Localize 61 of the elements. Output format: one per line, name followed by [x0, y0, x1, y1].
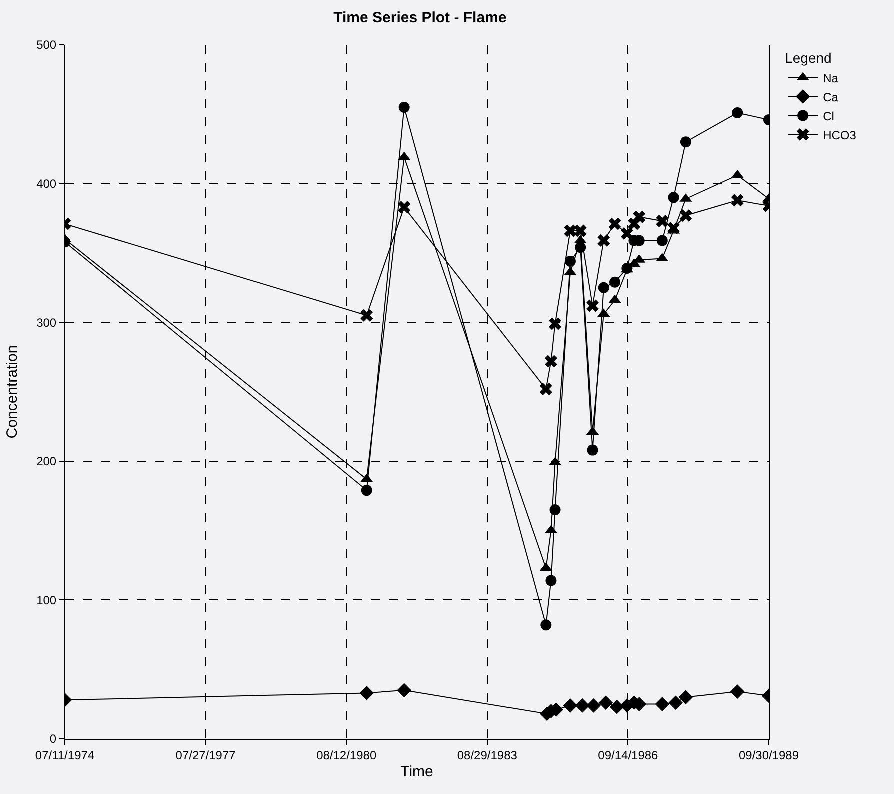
point: [610, 700, 624, 714]
x-tick-label: 08/12/1980: [316, 748, 377, 762]
point: [361, 485, 372, 496]
point: [598, 234, 610, 247]
point: [398, 102, 410, 113]
point: [550, 504, 561, 516]
point: [564, 224, 577, 238]
point: [360, 309, 374, 322]
point: [730, 684, 745, 699]
point: [574, 224, 587, 238]
point: [360, 686, 374, 700]
point: [587, 444, 598, 456]
x-tick-label: 07/11/1974: [35, 748, 95, 762]
point: [549, 318, 562, 330]
point: [398, 201, 411, 214]
point: [732, 108, 744, 119]
point: [620, 228, 634, 240]
point: [546, 575, 557, 586]
point: [540, 383, 552, 396]
point: [680, 210, 692, 222]
legend-label: HCO3: [823, 128, 857, 142]
point: [598, 696, 614, 710]
point: [598, 282, 610, 294]
point: [586, 698, 601, 713]
point: [656, 235, 668, 246]
y-tick-label: 0: [50, 732, 57, 746]
point: [575, 242, 586, 254]
chart-title: Time Series Plot - Flame: [334, 9, 507, 26]
point: [656, 215, 669, 228]
x-tick-label: 09/14/1986: [598, 748, 659, 762]
point: [668, 192, 680, 204]
point: [608, 218, 622, 230]
legend-title: Legend: [785, 50, 832, 66]
y-tick-label: 200: [36, 454, 57, 469]
point: [575, 698, 590, 713]
point: [668, 696, 683, 710]
point: [563, 698, 578, 713]
legend-label: Ca: [823, 90, 839, 104]
x-tick-label: 08/29/1983: [457, 748, 518, 762]
point: [586, 300, 599, 312]
point: [397, 683, 412, 698]
point: [610, 276, 621, 288]
x-tick-label: 07/27/1977: [176, 748, 236, 762]
point: [633, 210, 646, 224]
x-axis-title: Time: [400, 763, 434, 780]
y-tick-label: 300: [36, 316, 57, 330]
point: [655, 697, 670, 712]
point: [680, 136, 692, 148]
y-axis-title: Concentration: [4, 345, 21, 439]
y-tick-label: 500: [36, 38, 57, 52]
y-tick-label: 100: [36, 593, 57, 608]
point: [540, 620, 552, 631]
x-tick-label: 09/30/1989: [738, 748, 800, 762]
y-tick-label: 400: [36, 177, 57, 191]
point: [668, 222, 680, 234]
point: [564, 256, 576, 268]
legend-label: Na: [823, 71, 839, 86]
point: [731, 194, 744, 207]
point: [545, 355, 558, 368]
legend-label: Cl: [823, 109, 834, 124]
point: [678, 690, 694, 705]
